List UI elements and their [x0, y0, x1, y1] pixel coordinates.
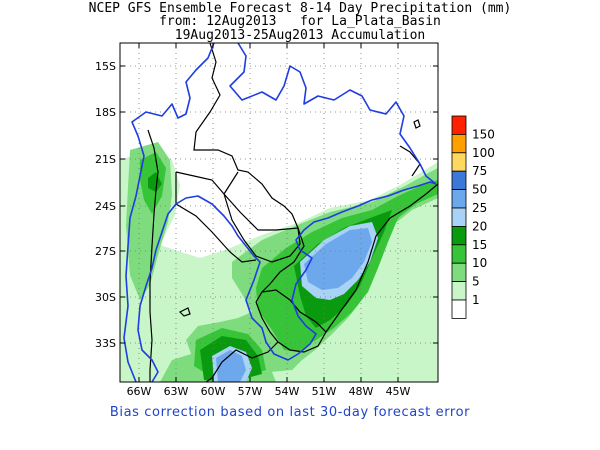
y-tick-label: 33S [95, 337, 116, 350]
legend-swatch [451, 244, 467, 264]
x-tick-label: 48W [349, 385, 374, 398]
x-tick-label: 54W [275, 385, 300, 398]
border-bolivia-chile [147, 129, 159, 191]
legend-swatch [451, 281, 467, 301]
legend-label: 100 [472, 146, 495, 160]
legend-swatch [451, 115, 467, 135]
y-tick-label: 18S [95, 106, 116, 119]
island-ilha [413, 119, 421, 129]
map-frame [119, 42, 439, 383]
y-tick-label: 27S [95, 245, 116, 258]
y-tick-label: 24S [95, 200, 116, 213]
x-tick-label: 45W [386, 385, 411, 398]
map-title-line2: from: 12Aug2013 for La_Plata_Basin [159, 14, 441, 29]
border-paraguay [223, 171, 301, 263]
x-tick-label: 63W [164, 385, 189, 398]
legend-swatch [451, 207, 467, 227]
country-borders [147, 43, 438, 382]
y-tick-label: 15S [95, 60, 116, 73]
x-tick-label: 51W [312, 385, 337, 398]
x-tick-label: 66W [127, 385, 152, 398]
legend-swatch-none [451, 299, 467, 319]
axis-ticks: 15S 18S 21S 24S 27S 30S 33S 66W 63W 60W 57W 54W 51W 4… [95, 43, 438, 398]
y-tick-label: 30S [95, 291, 116, 304]
legend-label: 25 [472, 201, 487, 215]
legend-label: 50 [472, 183, 487, 197]
precip-region-25mm-south [216, 350, 246, 382]
border-western-argentina [149, 189, 157, 382]
legend-label: 150 [472, 127, 495, 141]
border-argentina-uruguay [255, 301, 279, 343]
legend-label: 1 [472, 293, 480, 307]
x-tick-label: 57W [238, 385, 263, 398]
coast-northeast-brazil [399, 145, 421, 177]
legend-label: 5 [472, 275, 480, 289]
legend-swatch [451, 152, 467, 172]
legend-label: 10 [472, 256, 487, 270]
basin-outline-west [123, 43, 215, 382]
bias-correction-note: Bias correction based on last 30-day for… [109, 405, 471, 420]
coast-brazil [325, 183, 438, 333]
precip-region-15mm [148, 172, 162, 192]
legend-label: 75 [472, 164, 487, 178]
border-bolivia-brazil [193, 43, 299, 229]
legend-swatch [451, 133, 467, 154]
map-title-line3: 19Aug2013-25Aug2013 Accumulation [174, 28, 426, 43]
map-graticule [120, 43, 438, 382]
coast-uruguay-rio-de-la-plata [277, 331, 327, 353]
legend-swatch [451, 170, 467, 190]
map-title-line1: NCEP GFS Ensemble Forecast 8-14 Day Prec… [88, 1, 512, 16]
legend-label: 20 [472, 219, 487, 233]
legend-swatch [451, 262, 467, 283]
precip-region-25mm [304, 228, 372, 290]
legend-label: 15 [472, 238, 487, 252]
border-bolivia-paraguay [175, 171, 225, 195]
la-plata-basin-outline [137, 43, 437, 382]
y-tick-label: 21S [95, 153, 116, 166]
legend-swatch [451, 189, 467, 209]
precip-fill-layer [120, 43, 438, 382]
coast-argentina [205, 341, 279, 382]
x-tick-label: 60W [201, 385, 226, 398]
legend: 150 100 75 50 25 20 15 10 5 1 [451, 115, 495, 319]
legend-swatch [451, 225, 467, 246]
island-small [178, 307, 191, 317]
